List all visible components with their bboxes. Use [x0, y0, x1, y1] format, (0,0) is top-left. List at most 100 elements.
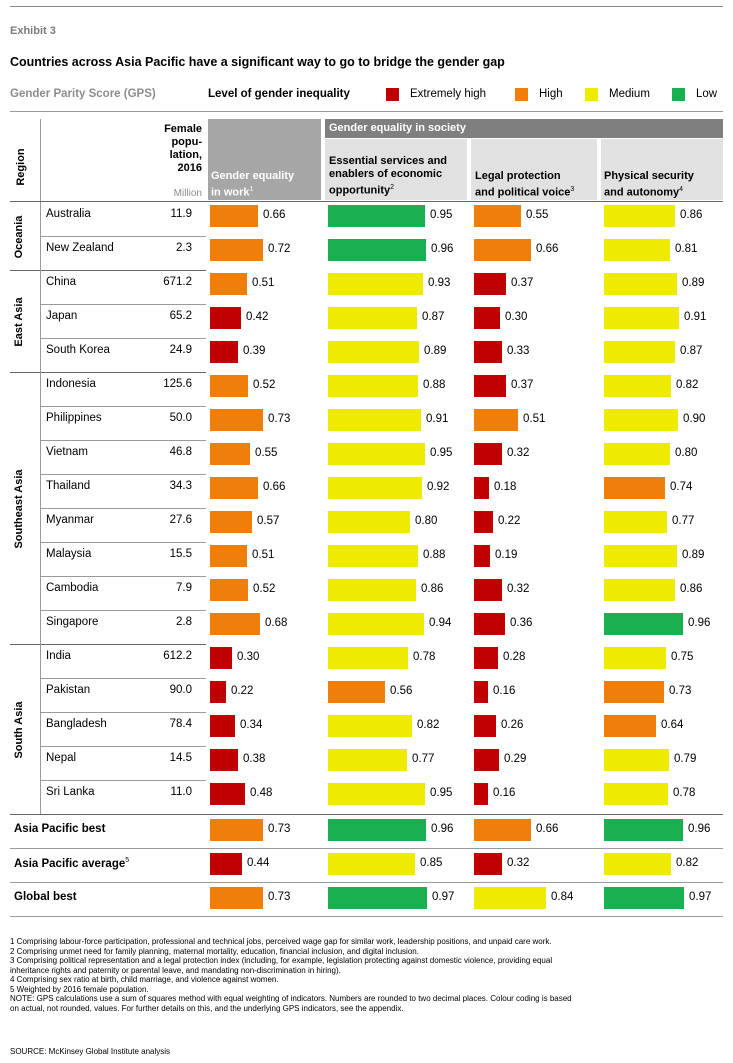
essential-header-bg	[325, 139, 467, 200]
society-group-header: Gender equality in society	[325, 119, 723, 138]
summary-1-work-bar	[210, 853, 242, 875]
row-11-work-bar	[210, 579, 248, 601]
row-9-essential-bar	[328, 511, 410, 533]
row-1-security-bar	[604, 239, 670, 261]
row-11-legal-value: 0.32	[507, 583, 530, 595]
region-divider	[10, 372, 206, 373]
region-divider	[10, 270, 206, 271]
row-divider	[40, 270, 206, 271]
summary-0-security-value: 0.96	[688, 823, 711, 835]
legend-label-low: Low	[696, 88, 718, 100]
population-value: 90.0	[169, 684, 192, 696]
row-2-essential-value: 0.93	[428, 277, 451, 289]
female-pop-header: Female popu- lation, 2016	[140, 123, 202, 175]
row-1-essential-bar	[328, 239, 426, 261]
country-label: China	[46, 276, 77, 288]
summary-divider	[10, 848, 723, 849]
legend-label-high: High	[539, 88, 563, 100]
row-2-work-value: 0.51	[252, 277, 275, 289]
legal-header-line1: Legal protection	[475, 170, 561, 182]
country-label: Vietnam	[46, 446, 88, 458]
million-unit: Million	[173, 188, 202, 199]
row-7-security-value: 0.80	[675, 447, 698, 459]
row-12-work-bar	[210, 613, 260, 635]
row-11-security-bar	[604, 579, 675, 601]
row-11-legal-bar	[474, 579, 502, 601]
header-bottom-line	[10, 201, 723, 202]
row-6-work-value: 0.73	[268, 413, 291, 425]
region-label: Oceania	[13, 215, 25, 259]
row-4-legal-value: 0.33	[507, 345, 530, 357]
row-5-legal-value: 0.37	[511, 379, 534, 391]
country-label: South Korea	[46, 344, 110, 356]
summary-0-work-bar	[210, 819, 263, 841]
row-4-security-value: 0.87	[680, 345, 703, 357]
summary-1-security-bar	[604, 853, 671, 875]
row-17-security-value: 0.78	[673, 787, 696, 799]
region-header: Region	[15, 148, 27, 186]
region-label: East Asia	[13, 297, 25, 347]
row-9-security-bar	[604, 511, 667, 533]
row-8-essential-value: 0.92	[427, 481, 450, 493]
female-pop-header-line1: Female	[164, 123, 202, 135]
row-3-security-value: 0.91	[684, 311, 707, 323]
row-0-work-bar	[210, 205, 258, 227]
row-2-work-bar	[210, 273, 247, 295]
row-divider	[40, 610, 206, 611]
summary-2-work-bar	[210, 887, 263, 909]
exhibit-label: Exhibit 3	[10, 25, 56, 37]
row-1-essential-value: 0.96	[431, 243, 454, 255]
female-pop-header-line3: lation,	[169, 149, 202, 161]
summary-1-essential-bar	[328, 853, 415, 875]
row-11-security-value: 0.86	[680, 583, 703, 595]
population-value: 46.8	[169, 446, 192, 458]
row-3-work-bar	[210, 307, 241, 329]
legend-title: Level of gender inequality	[208, 88, 350, 100]
row-12-work-value: 0.68	[265, 617, 288, 629]
summary-label-text: Global best	[14, 891, 77, 903]
summary-2-essential-value: 0.97	[432, 891, 455, 903]
footnote-note-cont: on actual, not rounded, values. For furt…	[10, 1003, 404, 1013]
population-value: 11.9	[170, 208, 192, 220]
row-0-essential-bar	[328, 205, 425, 227]
row-2-security-bar	[604, 273, 677, 295]
summary-0-essential-value: 0.96	[431, 823, 454, 835]
summary-0-security-bar	[604, 819, 683, 841]
population-value: 34.3	[169, 480, 192, 492]
row-9-essential-value: 0.80	[415, 515, 438, 527]
summary-label: Asia Pacific best	[14, 823, 105, 835]
security-header-bg	[601, 139, 723, 200]
row-9-security-value: 0.77	[672, 515, 695, 527]
row-16-essential-bar	[328, 749, 407, 771]
row-8-work-bar	[210, 477, 258, 499]
row-divider	[40, 372, 206, 373]
row-7-work-bar	[210, 443, 250, 465]
row-11-work-value: 0.52	[253, 583, 276, 595]
row-8-security-bar	[604, 477, 665, 499]
row-0-legal-bar	[474, 205, 521, 227]
population-value: 11.0	[170, 786, 192, 798]
row-1-legal-value: 0.66	[536, 243, 559, 255]
population-value: 671.2	[163, 276, 192, 288]
work-header: Gender equality in work1	[211, 170, 294, 200]
row-16-security-value: 0.79	[674, 753, 697, 765]
summary-label-note: 5	[125, 857, 130, 864]
row-8-legal-bar	[474, 477, 489, 499]
summary-2-work-value: 0.73	[268, 891, 291, 903]
security-header: Physical security and autonomy4	[604, 170, 694, 200]
row-6-essential-bar	[328, 409, 421, 431]
row-13-essential-bar	[328, 647, 408, 669]
population-value: 2.8	[176, 616, 192, 628]
essential-header-line1: Essential services and	[329, 155, 448, 167]
source-line: SOURCE: McKinsey Global Institute analys…	[10, 1047, 171, 1056]
summary-2-security-bar	[604, 887, 684, 909]
row-10-legal-value: 0.19	[495, 549, 518, 561]
row-14-security-bar	[604, 681, 664, 703]
gps-label: Gender Parity Score (GPS)	[10, 88, 156, 100]
row-9-work-bar	[210, 511, 252, 533]
row-0-essential-value: 0.95	[430, 209, 453, 221]
row-17-legal-value: 0.16	[493, 787, 516, 799]
country-label: Nepal	[46, 752, 77, 764]
row-16-essential-value: 0.77	[412, 753, 435, 765]
row-divider	[40, 576, 206, 577]
